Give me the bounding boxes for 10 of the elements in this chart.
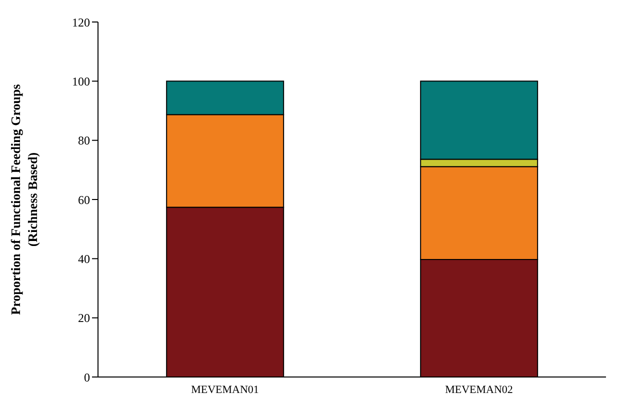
y-tick-label: 60: [78, 192, 90, 207]
y-axis-title: Proportion of Functional Feeding Groups (Richness Based): [8, 84, 40, 315]
y-tick-label: 100: [72, 74, 90, 88]
y-tick-label: 80: [78, 134, 90, 148]
y-tick-label: 120: [72, 15, 90, 30]
y-tick-label: 40: [78, 252, 90, 266]
y-tick-label: 20: [78, 311, 90, 326]
x-tick-label: MEVEMAN02: [445, 384, 513, 396]
y-tick-label: 0: [84, 370, 90, 384]
x-tick-label: MEVEMAN01: [191, 384, 259, 396]
